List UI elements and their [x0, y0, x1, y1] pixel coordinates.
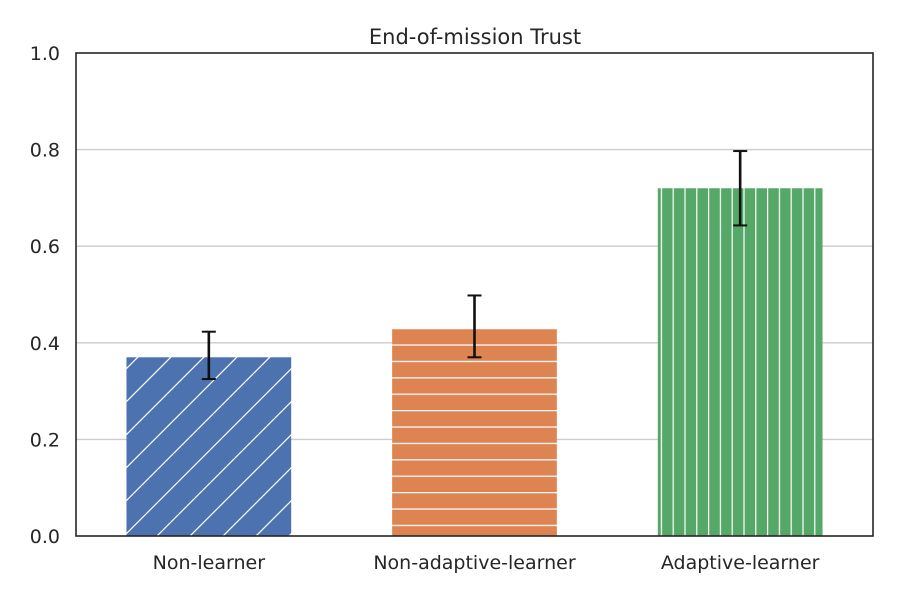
chart-title: End-of-mission Trust [369, 25, 581, 49]
y-axis-ticks: 0.0 0.2 0.4 0.6 0.8 1.0 [30, 43, 60, 548]
y-tick-label: 0.4 [30, 333, 60, 355]
y-tick-label: 0.8 [30, 140, 60, 162]
x-tick-label: Adaptive-learner [661, 552, 820, 574]
error-bars [201, 150, 748, 381]
y-tick-label: 0.0 [30, 526, 60, 548]
x-tick-label: Non-adaptive-learner [373, 552, 575, 574]
bar-non-adaptive-learner [392, 328, 557, 536]
error-bar-adaptive-learner [733, 150, 748, 227]
error-bar-non-learner [201, 330, 216, 381]
x-tick-label: Non-learner [153, 552, 266, 574]
bar-adaptive-learner [657, 188, 823, 537]
bars [126, 188, 823, 537]
bar-non-learner [126, 357, 292, 536]
y-tick-label: 1.0 [30, 43, 60, 65]
plot-frame [75, 52, 874, 537]
x-axis-ticks: Non-learner Non-adaptive-learner Adaptive-… [153, 552, 820, 574]
y-tick-label: 0.2 [30, 429, 60, 451]
error-bar-non-adaptive-learner [467, 294, 482, 359]
y-tick-label: 0.6 [30, 236, 60, 258]
